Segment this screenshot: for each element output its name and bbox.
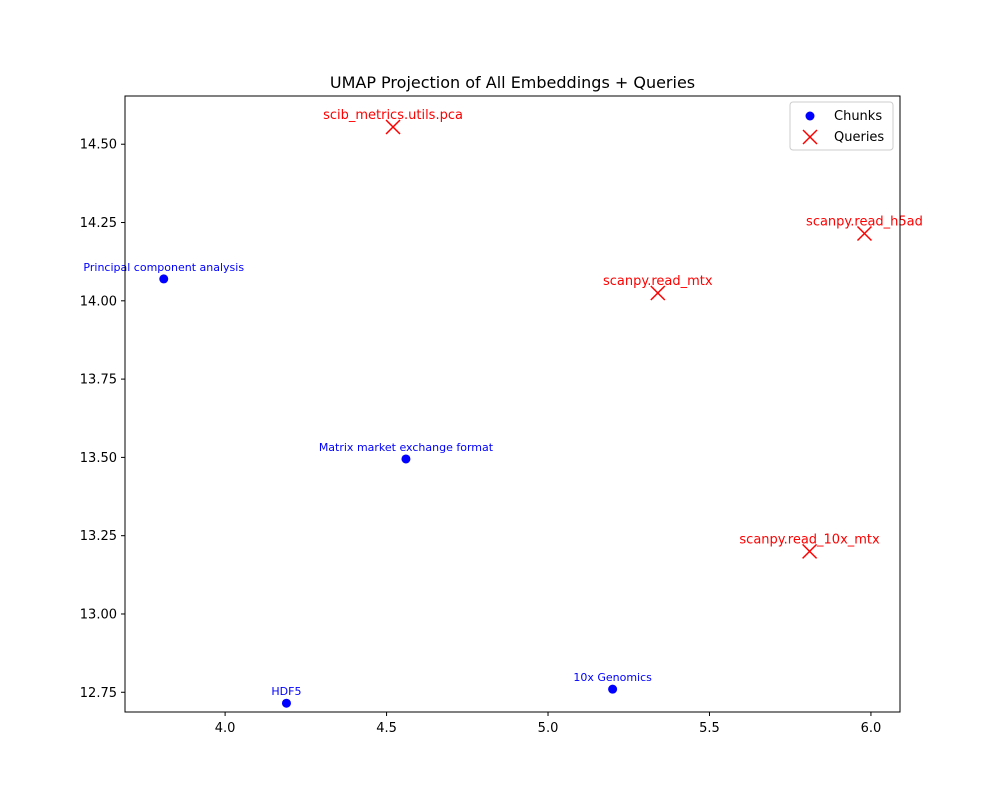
y-tick-label: 14.50 — [80, 138, 117, 153]
x-tick-label: 6.0 — [861, 721, 882, 736]
query-point — [385, 119, 401, 135]
query-point — [802, 543, 818, 559]
y-tick-label: 13.75 — [80, 373, 117, 388]
x-tick-label: 5.5 — [699, 721, 720, 736]
plot-marks: Principal component analysis Matrix marke… — [83, 108, 923, 708]
legend-marker-queries — [802, 129, 818, 145]
query-point — [856, 225, 873, 242]
query-label: scib_metrics.utils.pca — [323, 108, 463, 123]
query-label: scanpy.read_mtx — [603, 274, 713, 289]
chunk-label: 10x Genomics — [573, 671, 652, 684]
y-tick-label: 13.50 — [80, 451, 117, 466]
query-label: scanpy.read_h5ad — [806, 214, 923, 229]
y-tick-label: 14.25 — [80, 216, 117, 231]
query-point — [650, 285, 666, 301]
legend-label-chunks: Chunks — [834, 109, 882, 124]
y-tick-label: 14.00 — [80, 294, 117, 309]
query-label: scanpy.read_10x_mtx — [739, 532, 880, 547]
y-tick-label: 13.00 — [80, 607, 117, 622]
chunk-label: HDF5 — [271, 685, 301, 698]
y-tick-label: 12.75 — [80, 686, 117, 701]
x-axis: 4.0 4.5 5.0 5.5 6.0 — [215, 712, 882, 736]
plot-frame — [124, 95, 901, 713]
legend-label-queries: Queries — [834, 130, 884, 145]
x-tick-label: 4.5 — [376, 721, 397, 736]
legend: Chunks Queries — [789, 101, 894, 151]
legend-box — [789, 101, 894, 151]
legend-marker-chunks — [805, 111, 815, 121]
chunk-point — [159, 274, 169, 284]
x-tick-label: 4.0 — [215, 721, 236, 736]
x-tick-label: 5.0 — [538, 721, 559, 736]
chunk-label: Matrix market exchange format — [319, 441, 494, 454]
chunk-label: Principal component analysis — [83, 261, 244, 274]
y-tick-label: 13.25 — [80, 529, 117, 544]
chart-title: UMAP Projection of All Embeddings + Quer… — [330, 73, 695, 92]
chunk-point — [608, 684, 618, 694]
chunk-point — [281, 698, 291, 708]
y-axis: 12.75 13.00 13.25 13.50 13.75 14.00 14.25 14.50 — [80, 138, 125, 701]
chunk-point — [401, 454, 411, 464]
